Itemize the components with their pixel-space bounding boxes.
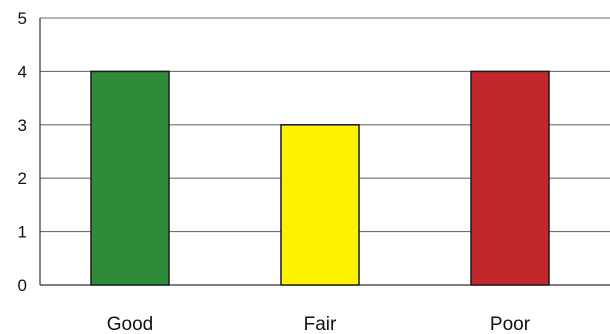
- y-tick-label: 0: [18, 276, 27, 295]
- y-tick-label: 5: [18, 9, 27, 28]
- y-tick-label: 1: [18, 223, 27, 242]
- category-label-good: Good: [107, 314, 153, 334]
- y-tick-label: 2: [18, 169, 27, 188]
- bar-fair: [280, 124, 360, 286]
- category-label-fair: Fair: [304, 314, 337, 334]
- y-tick-label: 4: [18, 62, 27, 81]
- category-labels: Good Fair Poor: [107, 314, 531, 334]
- y-tick-label: 3: [18, 116, 27, 135]
- bar-poor: [470, 70, 550, 286]
- y-tick-labels: 0 1 2 3 4 5: [18, 9, 27, 295]
- bar-good: [90, 70, 170, 286]
- bars: [90, 70, 550, 286]
- category-label-poor: Poor: [490, 314, 531, 334]
